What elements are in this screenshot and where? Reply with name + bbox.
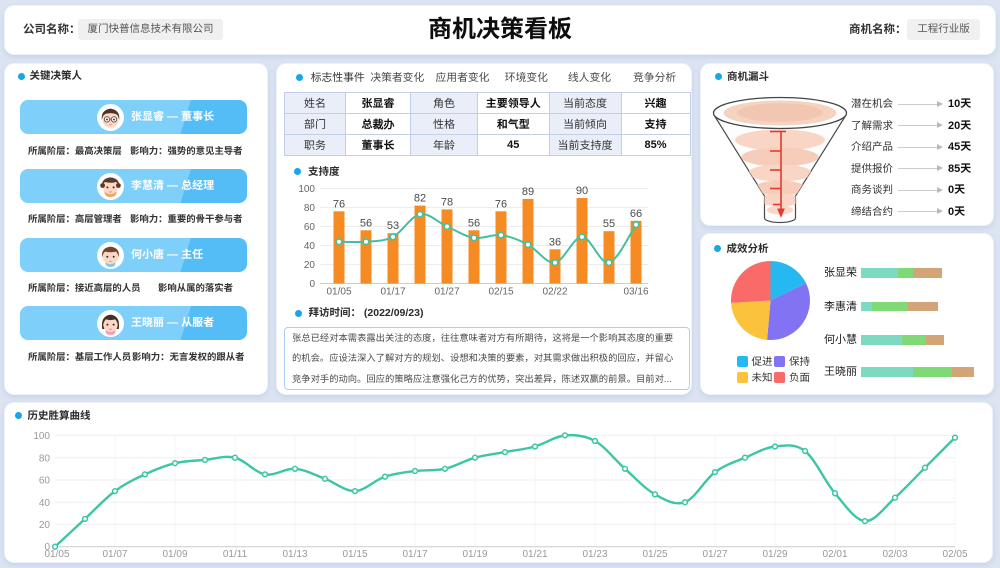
svg-text:60: 60 xyxy=(304,222,316,233)
svg-text:02/05: 02/05 xyxy=(942,549,967,560)
svg-text:01/23: 01/23 xyxy=(582,549,607,560)
svg-text:03/16: 03/16 xyxy=(623,287,648,298)
svg-text:02/22: 02/22 xyxy=(542,287,567,298)
svg-text:01/11: 01/11 xyxy=(223,549,248,560)
svg-text:66: 66 xyxy=(630,208,642,220)
svg-text:89: 89 xyxy=(522,186,534,198)
svg-text:0: 0 xyxy=(309,279,315,290)
svg-text:36: 36 xyxy=(549,236,561,248)
svg-text:01/27: 01/27 xyxy=(702,549,727,560)
svg-text:01/17: 01/17 xyxy=(380,287,405,298)
svg-text:90: 90 xyxy=(576,185,588,197)
svg-text:01/05: 01/05 xyxy=(44,549,69,560)
svg-text:01/21: 01/21 xyxy=(522,549,547,560)
svg-text:01/05: 01/05 xyxy=(326,287,351,298)
svg-text:80: 80 xyxy=(304,203,316,214)
svg-text:60: 60 xyxy=(39,476,51,487)
svg-text:56: 56 xyxy=(468,217,480,229)
svg-text:100: 100 xyxy=(298,184,315,195)
svg-text:0: 0 xyxy=(44,542,50,553)
svg-text:02/15: 02/15 xyxy=(488,287,513,298)
svg-text:78: 78 xyxy=(441,196,453,208)
svg-text:40: 40 xyxy=(39,498,51,509)
svg-text:01/29: 01/29 xyxy=(762,549,787,560)
svg-text:100: 100 xyxy=(33,431,50,442)
svg-text:01/07: 01/07 xyxy=(102,549,127,560)
svg-text:56: 56 xyxy=(360,217,372,229)
svg-text:01/25: 01/25 xyxy=(642,549,667,560)
svg-text:01/15: 01/15 xyxy=(342,549,367,560)
svg-text:55: 55 xyxy=(603,218,615,230)
svg-text:76: 76 xyxy=(495,198,507,210)
svg-text:76: 76 xyxy=(333,198,345,210)
svg-text:20: 20 xyxy=(304,260,316,271)
svg-text:53: 53 xyxy=(387,220,399,232)
svg-text:01/27: 01/27 xyxy=(434,287,459,298)
svg-text:20: 20 xyxy=(39,520,51,531)
svg-text:02/03: 02/03 xyxy=(882,549,907,560)
svg-text:01/17: 01/17 xyxy=(402,549,427,560)
svg-text:01/09: 01/09 xyxy=(162,549,187,560)
svg-text:01/13: 01/13 xyxy=(282,549,307,560)
svg-text:02/01: 02/01 xyxy=(822,549,847,560)
svg-text:01/19: 01/19 xyxy=(462,549,487,560)
svg-text:80: 80 xyxy=(39,454,51,465)
svg-text:82: 82 xyxy=(414,193,426,205)
svg-text:40: 40 xyxy=(304,241,316,252)
